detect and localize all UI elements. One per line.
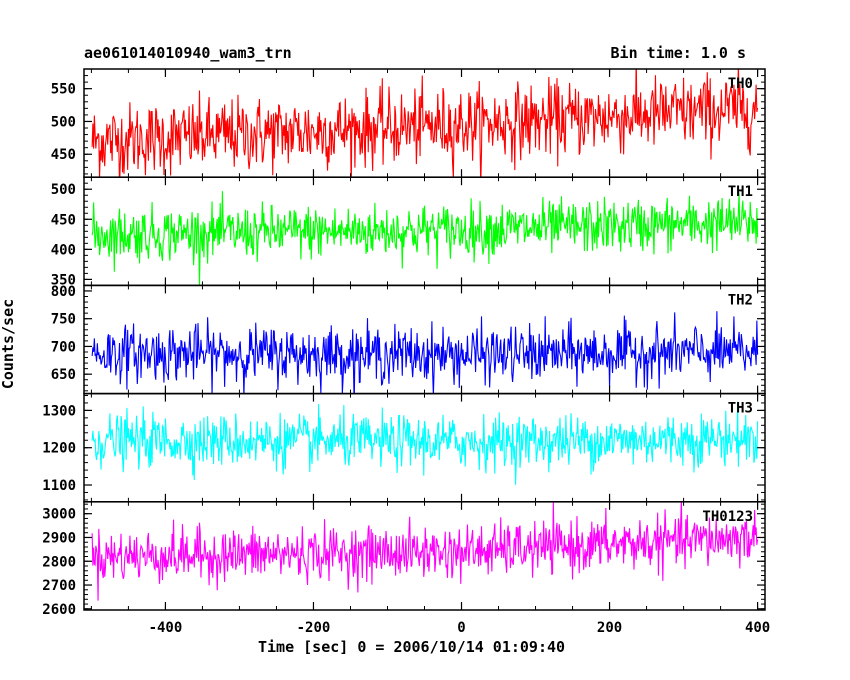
x-tick-label: -400: [149, 620, 183, 636]
y-axis-label: Counts/sec: [0, 298, 17, 390]
y-tick-label: 450: [51, 147, 76, 163]
y-tick-label: 1300: [42, 403, 76, 419]
series-th0123: [91, 501, 759, 601]
y-tick-label: 350: [51, 272, 76, 288]
series-label-th0123: TH0123: [702, 509, 753, 525]
y-tick-label: 2600: [42, 602, 76, 618]
series-th2: [91, 311, 759, 394]
series-label-th1: TH1: [728, 184, 753, 200]
y-tick-label: 450: [51, 212, 76, 228]
series-th1: [91, 191, 759, 286]
y-tick-label: 700: [51, 339, 76, 355]
y-tick-label: 400: [51, 242, 76, 258]
panels-layer: 450 500 550 TH0 350 400 450 500 TH1 650 700 750 800 T…: [42, 68, 770, 636]
y-tick-label: 1200: [42, 441, 76, 457]
y-tick-label: 500: [51, 114, 76, 130]
x-axis-label: Time [sec] 0 = 2006/10/14 01:09:40: [258, 638, 566, 656]
y-tick-label: 2900: [42, 530, 76, 546]
x-tick-label: -200: [297, 620, 331, 636]
panel-th1: 350 400 450 500 TH1: [51, 176, 766, 288]
panel-th0: 450 500 550 TH0: [51, 68, 766, 178]
y-tick-label: 3000: [42, 507, 76, 523]
x-tick-label: 400: [745, 620, 770, 636]
panel-th3: 1100 1200 1300 TH3: [42, 392, 766, 503]
y-tick-label: 500: [51, 182, 76, 198]
y-tick-label: 2800: [42, 554, 76, 570]
series-label-th2: TH2: [728, 292, 753, 308]
y-tick-label: 800: [51, 284, 76, 300]
y-tick-label: 550: [51, 82, 76, 98]
x-tick-label: 200: [597, 620, 622, 636]
series-label-th0: TH0: [728, 76, 753, 92]
panel-th2: 650 700 750 800 TH2: [51, 284, 766, 395]
series-label-th3: TH3: [728, 401, 753, 417]
y-tick-label: 1100: [42, 478, 76, 494]
series-th0: [91, 69, 759, 178]
y-tick-label: 750: [51, 312, 76, 328]
panel-th0123: 2600 2700 2800 2900 3000 TH0123: [42, 501, 766, 618]
x-tick-label: 0: [457, 620, 465, 636]
series-th3: [91, 401, 759, 485]
bin-time-label: Bin time: 1.0 s: [610, 44, 746, 62]
y-tick-label: 2700: [42, 578, 76, 594]
y-tick-label: 650: [51, 367, 76, 383]
chart-title: ae061014010940_wam3_trn: [84, 44, 292, 62]
